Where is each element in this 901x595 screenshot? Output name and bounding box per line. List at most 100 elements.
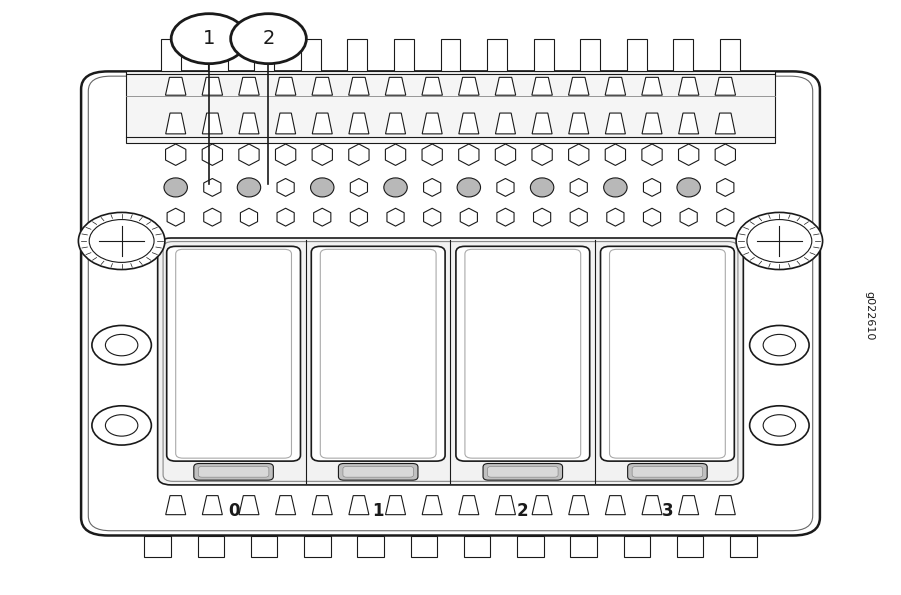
Bar xyxy=(441,39,460,71)
Circle shape xyxy=(750,325,809,365)
Bar xyxy=(348,39,368,71)
FancyBboxPatch shape xyxy=(600,246,734,461)
Polygon shape xyxy=(569,77,589,95)
Text: 1: 1 xyxy=(203,29,215,48)
Polygon shape xyxy=(496,144,515,165)
FancyBboxPatch shape xyxy=(194,464,273,480)
Polygon shape xyxy=(642,496,662,515)
Polygon shape xyxy=(166,113,186,134)
Circle shape xyxy=(747,220,812,262)
Polygon shape xyxy=(422,144,442,165)
Circle shape xyxy=(763,415,796,436)
Polygon shape xyxy=(459,496,478,515)
Bar xyxy=(394,39,414,71)
FancyBboxPatch shape xyxy=(158,238,743,485)
Bar xyxy=(411,536,437,557)
Bar xyxy=(208,39,228,71)
Polygon shape xyxy=(715,113,735,134)
Polygon shape xyxy=(386,113,405,134)
Circle shape xyxy=(105,415,138,436)
Bar xyxy=(464,536,490,557)
Polygon shape xyxy=(715,144,735,165)
Polygon shape xyxy=(715,77,735,95)
Polygon shape xyxy=(606,208,624,226)
Ellipse shape xyxy=(677,178,700,197)
Bar xyxy=(677,536,704,557)
Bar xyxy=(673,39,693,71)
Polygon shape xyxy=(642,77,662,95)
Ellipse shape xyxy=(164,178,187,197)
Polygon shape xyxy=(678,113,698,134)
Polygon shape xyxy=(496,113,515,134)
Polygon shape xyxy=(166,496,186,515)
Polygon shape xyxy=(642,113,662,134)
Polygon shape xyxy=(239,77,259,95)
Polygon shape xyxy=(312,144,332,165)
Polygon shape xyxy=(605,144,625,165)
Bar xyxy=(580,39,600,71)
Circle shape xyxy=(750,406,809,445)
Polygon shape xyxy=(277,178,295,196)
Polygon shape xyxy=(349,77,369,95)
Polygon shape xyxy=(678,144,699,165)
Polygon shape xyxy=(276,113,296,134)
Polygon shape xyxy=(313,496,332,515)
Bar xyxy=(358,536,384,557)
Bar xyxy=(144,536,171,557)
Circle shape xyxy=(92,406,151,445)
Bar xyxy=(254,39,274,71)
Bar xyxy=(533,39,553,71)
Polygon shape xyxy=(496,178,514,196)
FancyBboxPatch shape xyxy=(456,246,589,461)
Polygon shape xyxy=(570,208,587,226)
Polygon shape xyxy=(204,208,221,226)
Circle shape xyxy=(78,212,165,270)
Polygon shape xyxy=(532,144,552,165)
Polygon shape xyxy=(313,113,332,134)
Bar xyxy=(487,39,507,71)
Polygon shape xyxy=(204,178,221,196)
Polygon shape xyxy=(678,77,699,95)
Ellipse shape xyxy=(237,178,260,197)
Polygon shape xyxy=(569,496,588,515)
Circle shape xyxy=(92,325,151,365)
Polygon shape xyxy=(680,208,697,226)
Polygon shape xyxy=(423,113,442,134)
FancyBboxPatch shape xyxy=(628,464,707,480)
Polygon shape xyxy=(532,113,552,134)
Circle shape xyxy=(89,220,154,262)
Polygon shape xyxy=(605,113,625,134)
Bar xyxy=(627,39,647,71)
Text: g022610: g022610 xyxy=(864,291,875,340)
Text: 0: 0 xyxy=(228,502,240,519)
Circle shape xyxy=(231,14,306,64)
Polygon shape xyxy=(532,496,552,515)
Polygon shape xyxy=(423,496,442,515)
FancyBboxPatch shape xyxy=(483,464,562,480)
Text: 2: 2 xyxy=(517,502,529,519)
Polygon shape xyxy=(423,178,441,196)
Polygon shape xyxy=(239,113,259,134)
Polygon shape xyxy=(642,144,662,165)
FancyBboxPatch shape xyxy=(198,466,268,477)
Ellipse shape xyxy=(457,178,480,197)
Polygon shape xyxy=(715,496,735,515)
Polygon shape xyxy=(277,208,295,226)
Polygon shape xyxy=(167,208,185,226)
FancyBboxPatch shape xyxy=(487,466,558,477)
Bar xyxy=(126,71,775,143)
Circle shape xyxy=(171,14,247,64)
Polygon shape xyxy=(349,496,369,515)
Ellipse shape xyxy=(531,178,554,197)
Polygon shape xyxy=(643,178,660,196)
Text: 2: 2 xyxy=(262,29,275,48)
Polygon shape xyxy=(166,144,186,165)
Polygon shape xyxy=(386,496,405,515)
Polygon shape xyxy=(276,144,296,165)
Polygon shape xyxy=(605,496,625,515)
Bar xyxy=(720,39,740,71)
Polygon shape xyxy=(716,178,734,196)
Polygon shape xyxy=(276,77,296,95)
FancyBboxPatch shape xyxy=(312,246,445,461)
Polygon shape xyxy=(166,77,186,95)
